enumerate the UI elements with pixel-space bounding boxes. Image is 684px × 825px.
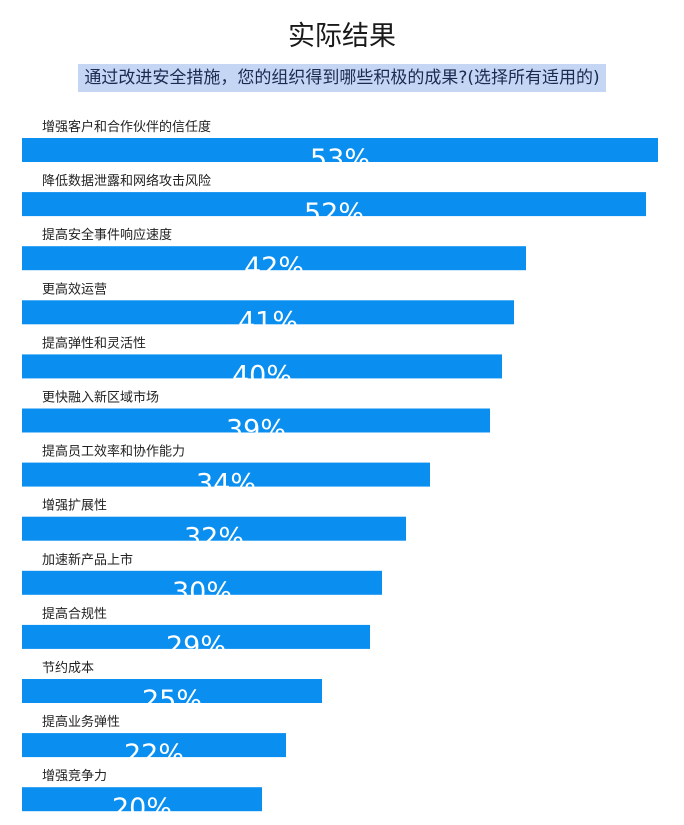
bar: [22, 354, 502, 379]
bar: [22, 516, 406, 541]
value-label: 32%: [184, 523, 244, 554]
bar: [22, 300, 514, 325]
value-label: 41%: [238, 306, 298, 337]
value-label: 30%: [172, 577, 232, 608]
category-label: 提高业务弹性: [42, 714, 120, 730]
value-label: 52%: [304, 198, 364, 229]
bar: [22, 462, 430, 487]
category-label: 节约成本: [42, 661, 94, 676]
category-label: 增强客户和合作伙伴的信任度: [42, 119, 211, 135]
category-label: 提高弹性和灵活性: [42, 335, 146, 351]
category-label: 降低数据泄露和网络攻击风险: [42, 173, 211, 189]
category-label: 更高效运营: [42, 281, 107, 297]
value-label: 20%: [112, 793, 172, 824]
category-label: 更快融入新区域市场: [42, 390, 159, 406]
category-label: 增强竞争力: [42, 768, 107, 784]
bar: [22, 624, 370, 649]
bar: [22, 138, 658, 162]
category-label: 提高员工效率和协作能力: [42, 444, 185, 460]
category-label: 增强扩展性: [42, 499, 107, 514]
bar: [22, 733, 286, 758]
bar: [22, 192, 646, 217]
value-label: 25%: [142, 685, 202, 716]
bar: [22, 408, 490, 433]
category-label: 提高安全事件响应速度: [42, 227, 172, 243]
bar: [22, 570, 382, 595]
category-label: 提高合规性: [42, 606, 107, 622]
value-label: 34%: [196, 469, 256, 500]
value-label: 42%: [244, 252, 304, 283]
chart-subtitle: 通过改进安全措施，您的组织得到哪些积极的成果?(选择所有适用的): [78, 64, 606, 92]
chart-title: 实际结果: [288, 21, 396, 52]
bar: [22, 679, 322, 703]
subtitle-wrap: 通过改进安全措施，您的组织得到哪些积极的成果?(选择所有适用的): [0, 64, 684, 92]
value-label: 29%: [166, 631, 226, 662]
value-label: 53%: [310, 144, 370, 175]
category-label: 加速新产品上市: [42, 552, 133, 568]
bar: [22, 246, 526, 271]
value-label: 40%: [232, 360, 292, 391]
value-label: 39%: [226, 415, 286, 446]
bar: [22, 787, 262, 812]
value-label: 22%: [124, 739, 184, 770]
